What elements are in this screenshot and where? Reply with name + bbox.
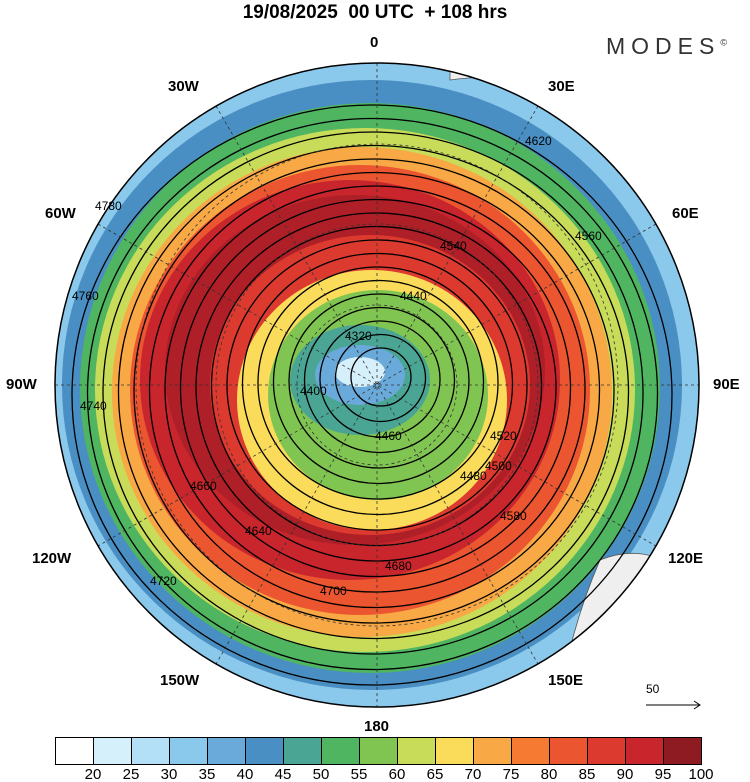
colorbar-swatch	[208, 738, 246, 764]
contour-label: 4700	[320, 584, 347, 598]
lon-label-30e: 30E	[548, 78, 575, 95]
graticule	[55, 63, 699, 707]
colorbar-label: 80	[540, 766, 558, 782]
colorbar-swatch	[550, 738, 588, 764]
contour-label: 4660	[190, 479, 217, 493]
colorbar-label: 85	[578, 766, 596, 782]
colorbar-label: 95	[654, 766, 672, 782]
contour-label: 4680	[385, 559, 412, 573]
height-contour	[117, 144, 630, 640]
height-contour	[148, 171, 601, 609]
colorbar-label: 65	[426, 766, 444, 782]
lon-label-120e: 120E	[668, 550, 704, 567]
lon-label-120w: 120W	[32, 550, 72, 567]
height-contour	[179, 198, 572, 578]
contour-label: 4400	[300, 384, 327, 398]
contour-label: 4640	[245, 524, 272, 538]
contour-labels: 4780 4760 4740 4720 4700 4680 4660 4640 4620 4580…	[72, 134, 602, 598]
colorbar-label: 55	[350, 766, 368, 782]
colorbar-label: 50	[312, 766, 330, 782]
colorbar	[55, 737, 702, 765]
contour-label: 4520	[490, 429, 517, 443]
contour-label: 4620	[525, 134, 552, 148]
colorbar-label: 30	[160, 766, 178, 782]
lon-label-150w: 150W	[160, 672, 200, 689]
colorbar-label: 40	[236, 766, 254, 782]
colorbar-label: 45	[274, 766, 292, 782]
height-contour	[303, 306, 456, 454]
contour-label: 4560	[575, 229, 602, 243]
height-contour	[257, 266, 499, 500]
colorbar-swatch	[322, 738, 360, 764]
contour-label: 4480	[460, 469, 487, 483]
lon-label-30w: 30W	[168, 78, 199, 95]
lon-label-150e: 150E	[548, 672, 584, 689]
lon-label-90w: 90W	[6, 376, 37, 393]
contour-label: 4440	[400, 289, 427, 303]
colorbar-label: 35	[198, 766, 216, 782]
height-contour	[272, 279, 485, 485]
height-contour	[164, 185, 586, 593]
logo-text: MODES	[606, 33, 721, 59]
reference-vector-label: 50	[646, 682, 660, 696]
lon-label-60e: 60E	[672, 205, 699, 222]
lon-label-180: 180	[364, 718, 390, 735]
colorbar-label: 60	[388, 766, 406, 782]
wind-speed-band	[335, 357, 385, 387]
contour-label: 4320	[345, 329, 372, 343]
colorbar-swatch	[94, 738, 132, 764]
colorbar-label: 25	[122, 766, 140, 782]
colorbar-swatch	[398, 738, 436, 764]
contour-label: 4780	[95, 199, 122, 213]
height-contour	[288, 293, 470, 469]
colorbar-label: 90	[616, 766, 634, 782]
colorbar-swatch	[588, 738, 626, 764]
colorbar-label: 70	[464, 766, 482, 782]
height-contour	[334, 333, 427, 423]
height-contour	[210, 225, 543, 547]
colorbar-swatch	[284, 738, 322, 764]
colorbar-label: 20	[84, 766, 102, 782]
colorbar-swatch	[246, 738, 284, 764]
height-contour	[133, 158, 615, 624]
height-contour	[71, 104, 673, 686]
contour-label: 4720	[150, 574, 177, 588]
map-title: 19/08/2025 00 UTC + 108 hrs	[242, 2, 508, 23]
colorbar-swatch	[512, 738, 550, 764]
contour-label: 4500	[485, 459, 512, 473]
colorbar-swatch	[436, 738, 474, 764]
colorbar-label: 100	[688, 766, 714, 782]
colorbar-swatch	[132, 738, 170, 764]
height-contour	[102, 131, 644, 655]
lon-label-0: 0	[370, 34, 379, 51]
contour-label: 4460	[375, 429, 402, 443]
height-contour	[319, 320, 441, 438]
colorbar-swatch	[474, 738, 512, 764]
height-contour	[350, 347, 412, 407]
height-contour	[195, 212, 557, 562]
contour-label: 4580	[500, 509, 527, 523]
height-contour	[86, 117, 659, 671]
colorbar-swatch	[56, 738, 94, 764]
lon-label-60w: 60W	[45, 205, 76, 222]
colorbar-swatch	[170, 738, 208, 764]
logo-mark: ©	[720, 37, 727, 48]
colorbar-swatch	[626, 738, 664, 764]
lon-label-90e: 90E	[713, 376, 740, 393]
colorbar-label: 75	[502, 766, 520, 782]
contour-label: 4740	[80, 399, 107, 413]
contour-label: 4760	[72, 289, 99, 303]
height-contour	[241, 252, 514, 516]
modes-logo: MODES©	[606, 33, 727, 60]
colorbar-swatch	[360, 738, 398, 764]
height-contours	[71, 104, 673, 686]
colorbar-swatch	[664, 738, 701, 764]
map-border	[54, 62, 700, 708]
contour-label: 4540	[440, 239, 467, 253]
